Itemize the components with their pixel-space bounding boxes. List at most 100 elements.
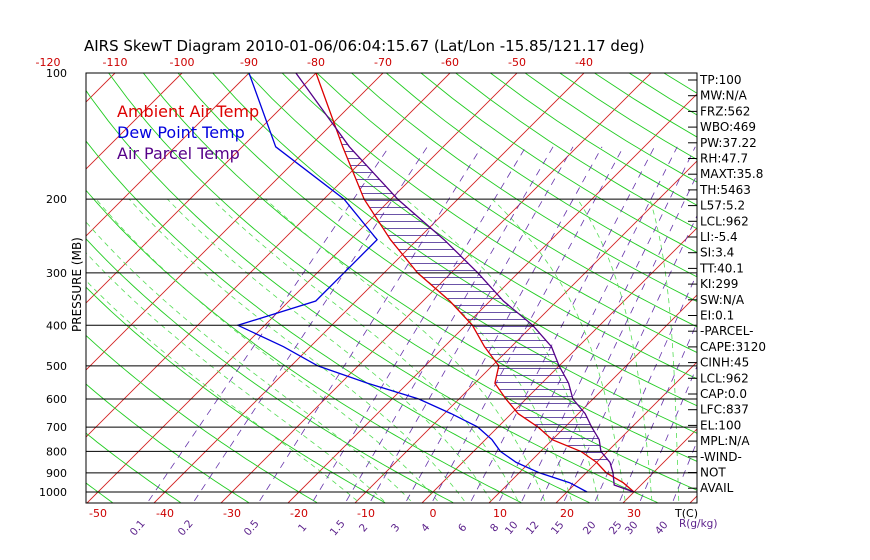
bottom-temp-tick-label: -40 bbox=[156, 507, 174, 520]
dry-adiabat bbox=[386, 73, 697, 278]
dry-adiabat bbox=[420, 73, 697, 254]
stat-item: RH:47.7 bbox=[700, 152, 748, 166]
isotherm bbox=[488, 294, 697, 503]
isotherm bbox=[86, 73, 384, 371]
dry-adiabat bbox=[316, 73, 697, 328]
legend-dew-point-temp: Dew Point Temp bbox=[117, 123, 245, 142]
stat-item: NOT bbox=[700, 466, 726, 480]
bottom-temp-tick-label: -20 bbox=[290, 507, 308, 520]
mixing-ratio-tick-label: 0.1 bbox=[128, 518, 148, 539]
isobars bbox=[86, 198, 697, 493]
pressure-tick-label: 300 bbox=[46, 267, 67, 280]
pressure-tick-label: 400 bbox=[46, 319, 67, 332]
mixing-ratio-tick-label: 12 bbox=[524, 519, 542, 537]
stat-item: TP:100 bbox=[699, 73, 742, 87]
isotherm bbox=[86, 73, 451, 438]
mixing-ratio-tick-label: 1.5 bbox=[328, 518, 348, 539]
mixing-ratio-line bbox=[432, 146, 624, 502]
top-temp-tick-label: -100 bbox=[170, 56, 195, 69]
dry-adiabat bbox=[455, 73, 697, 230]
isotherm bbox=[757, 73, 870, 503]
mixing-ratio-tick-label: 4 bbox=[419, 521, 433, 534]
stat-item: MW:N/A bbox=[700, 89, 748, 103]
stat-item: AVAIL bbox=[700, 481, 734, 495]
stat-item: -WIND- bbox=[700, 450, 742, 464]
legend-air-parcel-temp: Air Parcel Temp bbox=[117, 144, 240, 163]
top-temp-tick-label: -110 bbox=[103, 56, 128, 69]
mixing-ratio-tick-label: 0.5 bbox=[242, 518, 262, 539]
mixing-ratio-line bbox=[406, 146, 603, 502]
bottom-temp-tick-label: 0 bbox=[430, 507, 437, 520]
stat-item: CAP:0.0 bbox=[700, 387, 747, 401]
moist-adiabat bbox=[405, 198, 599, 501]
mixing-ratio-line bbox=[259, 146, 482, 502]
isotherm bbox=[421, 227, 697, 503]
dry-adiabat bbox=[212, 73, 697, 407]
dry-adiabat bbox=[524, 73, 697, 183]
top-temp-tick-label: -50 bbox=[508, 56, 526, 69]
isotherm bbox=[555, 361, 697, 503]
stat-item: L57:5.2 bbox=[700, 199, 745, 213]
moist-adiabat bbox=[86, 221, 411, 502]
mixing-ratio-line bbox=[148, 146, 390, 502]
mixing-ratio-tick-label: 6 bbox=[456, 521, 470, 534]
moist-adiabat bbox=[128, 198, 465, 502]
pressure-tick-label: 500 bbox=[46, 360, 67, 373]
stat-item: KI:299 bbox=[700, 277, 738, 291]
stat-item: MPL:N/A bbox=[700, 434, 750, 448]
stat-item: SI:3.4 bbox=[700, 246, 734, 260]
dry-adiabat bbox=[490, 73, 697, 206]
mixing-ratio-line bbox=[499, 146, 678, 502]
dry-adiabat bbox=[177, 73, 697, 434]
mixing-ratio-line bbox=[470, 146, 655, 502]
isotherm bbox=[86, 73, 116, 103]
stat-item: TH:5463 bbox=[699, 183, 751, 197]
stat-item: -PARCEL- bbox=[700, 324, 754, 338]
top-temp-tick-label: -80 bbox=[307, 56, 325, 69]
top-temp-tick-label: -70 bbox=[374, 56, 392, 69]
y-axis-label: PRESSURE (MB) bbox=[70, 237, 84, 332]
stat-item: EL:100 bbox=[700, 418, 741, 432]
moist-adiabat bbox=[211, 198, 519, 502]
mixing-ratio-line bbox=[540, 173, 697, 502]
sounding-profiles bbox=[236, 73, 635, 493]
mixing-ratio-line bbox=[194, 146, 428, 502]
isotherm bbox=[0, 73, 48, 503]
isotherm bbox=[153, 73, 585, 503]
stat-item: LFC:837 bbox=[700, 403, 749, 417]
stat-item: TT:40.1 bbox=[699, 261, 744, 275]
stat-item: EI:0.1 bbox=[700, 309, 734, 323]
bottom-temp-tick-label: 10 bbox=[493, 507, 507, 520]
mixing-ratio-tick-label: 30 bbox=[623, 519, 641, 537]
isotherm bbox=[86, 73, 183, 170]
dry-adiabat bbox=[351, 73, 697, 303]
stat-item: FRZ:562 bbox=[700, 104, 750, 118]
moist-adiabat bbox=[649, 198, 680, 501]
isotherm bbox=[824, 73, 870, 503]
stat-item: LI:-5.4 bbox=[700, 230, 738, 244]
dew-point-temp-line bbox=[236, 73, 588, 493]
moist-adiabat bbox=[86, 252, 385, 502]
dry-adiabat bbox=[247, 73, 697, 380]
mixing-ratio-axis-label: R(g/kg) bbox=[679, 518, 717, 530]
mixing-ratio-line bbox=[312, 146, 527, 502]
pressure-tick-label: 1000 bbox=[39, 486, 67, 499]
stat-item: CAPE:3120 bbox=[700, 340, 766, 354]
dry-adiabat bbox=[663, 73, 697, 94]
plot-frame bbox=[85, 72, 698, 504]
isotherm bbox=[287, 93, 697, 503]
mixing-ratio-tick-label: 3 bbox=[389, 522, 402, 535]
mixing-ratio-tick-label: 10 bbox=[503, 519, 521, 537]
dry-adiabat bbox=[86, 482, 113, 503]
isotherm bbox=[622, 428, 697, 503]
mixing-ratio-tick-label: 20 bbox=[581, 519, 599, 537]
chart-title: AIRS SkewT Diagram 2010-01-06/06:04:15.6… bbox=[84, 37, 645, 55]
cape-hatching bbox=[336, 130, 608, 461]
dry-adiabat bbox=[281, 73, 697, 354]
mixing-ratio-tick-label: 8 bbox=[488, 522, 501, 535]
air-parcel-temp-line bbox=[295, 73, 635, 493]
bottom-temp-tick-label: 20 bbox=[560, 507, 574, 520]
stat-item: PW:37.22 bbox=[700, 136, 757, 150]
